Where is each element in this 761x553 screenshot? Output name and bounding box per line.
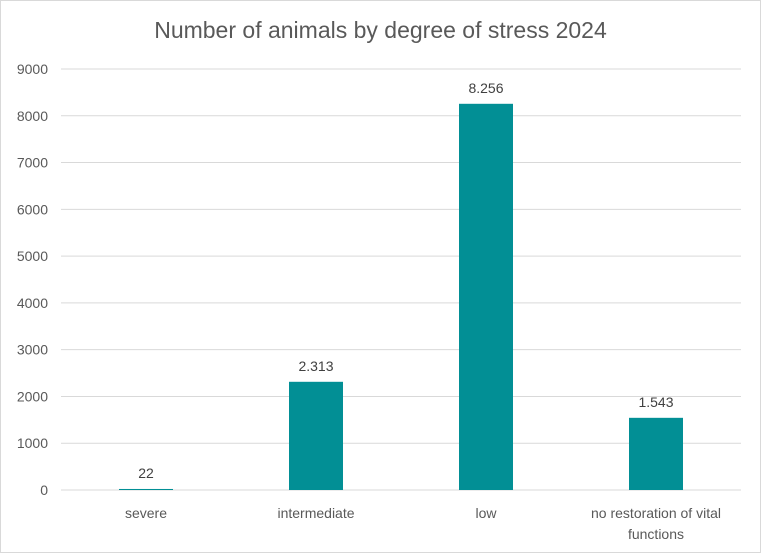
y-tick-label: 3000: [17, 342, 48, 358]
x-tick-label: intermediate: [277, 505, 354, 521]
x-tick-label: functions: [628, 526, 684, 542]
y-tick-label: 6000: [17, 201, 48, 217]
y-tick-label: 2000: [17, 388, 48, 404]
y-tick-label: 7000: [17, 155, 48, 171]
bar: [629, 417, 683, 490]
y-tick-label: 8000: [17, 108, 48, 124]
x-tick-label: no restoration of vital: [591, 505, 721, 521]
chart-title: Number of animals by degree of stress 20…: [154, 17, 607, 43]
y-tick-label: 0: [40, 482, 48, 498]
x-tick-label: severe: [125, 505, 167, 521]
data-label: 22: [138, 465, 154, 481]
y-tick-label: 4000: [17, 295, 48, 311]
y-tick-label: 9000: [17, 61, 48, 77]
data-label: 1.543: [638, 394, 673, 410]
bar: [119, 488, 173, 490]
data-label: 2.313: [298, 358, 333, 374]
bar: [289, 381, 343, 490]
x-tick-label: low: [475, 505, 497, 521]
bar: [459, 103, 513, 490]
y-tick-label: 5000: [17, 248, 48, 264]
y-tick-label: 1000: [17, 435, 48, 451]
data-label: 8.256: [468, 80, 503, 96]
